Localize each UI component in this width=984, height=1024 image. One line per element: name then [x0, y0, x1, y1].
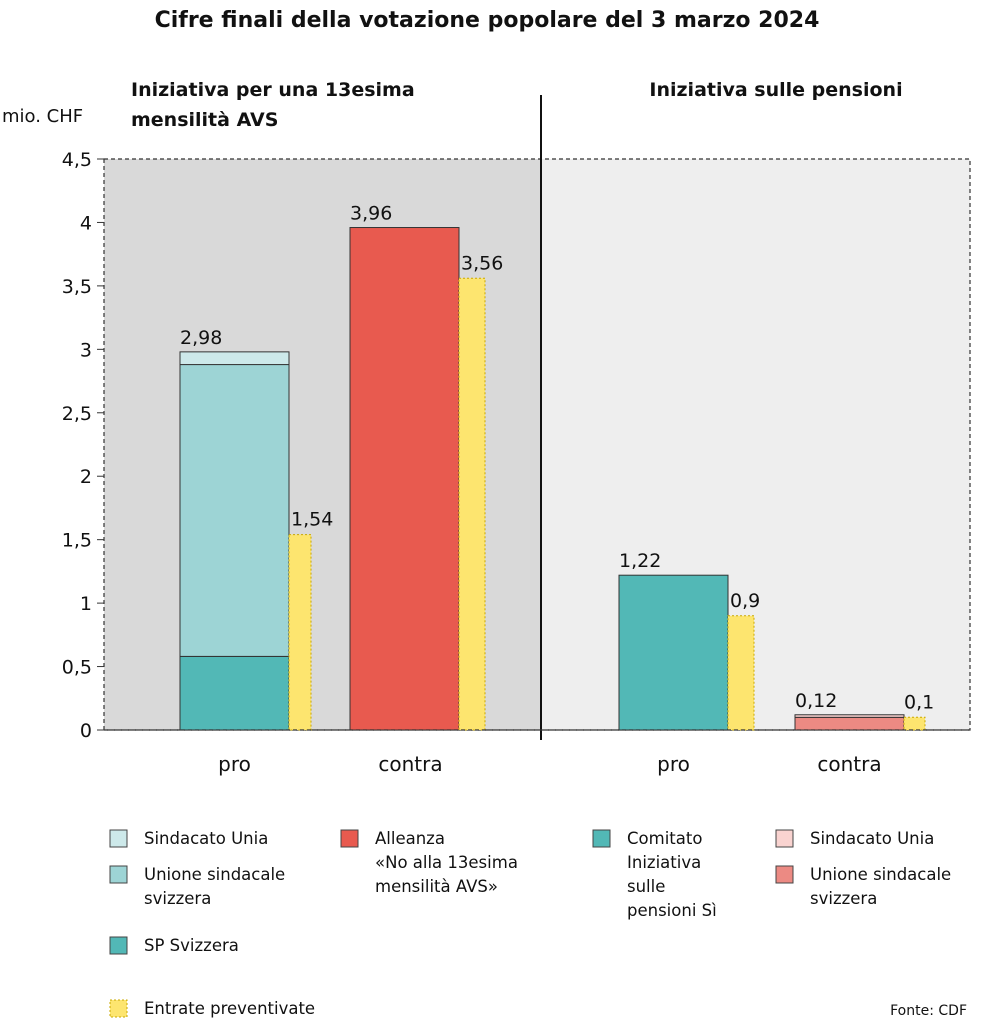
bar-total-label: 3,96 [350, 203, 392, 225]
legend-label: Unione sindacale [144, 865, 285, 884]
budget-bar [288, 534, 312, 731]
bar-segment-unia-left [179, 351, 290, 366]
budget-label: 1,54 [291, 509, 333, 531]
y-tick-label: 1,5 [62, 530, 92, 552]
y-tick-label: 2 [80, 466, 92, 488]
y-tick-label: 4 [80, 212, 92, 234]
y-tick-label: 0,5 [62, 657, 92, 679]
legend-label: Iniziativa [627, 853, 701, 872]
legend-label: svizzera [144, 889, 211, 908]
legend-swatch [340, 829, 359, 848]
legend-label: mensilità AVS» [375, 877, 498, 896]
budget-bar [727, 615, 755, 731]
legend-swatch [109, 936, 128, 955]
y-tick-label: 3 [80, 339, 92, 361]
category-label: pro [218, 752, 251, 776]
chart-title: Cifre finali della votazione popolare de… [155, 8, 820, 33]
bar-segment-uss-right [794, 716, 905, 731]
budget-label: 0,1 [904, 691, 934, 713]
bar-segment-unia-right [794, 714, 905, 718]
panel-title: Iniziativa sulle pensioni [649, 79, 902, 101]
bar-segment-uss-left [179, 364, 290, 657]
legend-label: «No alla 13esima [375, 853, 518, 872]
legend-swatch [592, 829, 611, 848]
budget-bar [458, 277, 486, 731]
bar-segment-sp [179, 655, 290, 731]
category-label: contra [378, 752, 442, 776]
bar-total-label: 2,98 [180, 327, 222, 349]
legend-swatch [775, 865, 794, 884]
y-tick-label: 1 [80, 593, 92, 615]
legend-label: Sindacato Unia [810, 829, 934, 848]
bar-total-label: 1,22 [619, 550, 661, 572]
legend-label: sulle [627, 877, 665, 896]
legend-label: Sindacato Unia [144, 829, 268, 848]
budget-label: 3,56 [461, 252, 503, 274]
legend-label: pensioni Sì [627, 901, 717, 920]
y-tick-label: 3,5 [62, 276, 92, 298]
source-note: Fonte: CDF [890, 1003, 967, 1019]
y-tick-label: 0 [80, 720, 92, 742]
panel-title: mensilità AVS [131, 109, 278, 131]
legend-label: Entrate preventivate [144, 999, 315, 1018]
category-label: contra [817, 752, 881, 776]
bar-total-label: 0,12 [795, 690, 837, 712]
legend-label: svizzera [810, 889, 877, 908]
budget-bar [903, 716, 926, 731]
legend-label: Comitato [627, 829, 702, 848]
bar-segment-alleanza [349, 227, 460, 731]
panel-right-background [541, 159, 970, 730]
bar-segment-comitato [618, 574, 729, 731]
legend-swatch [775, 829, 794, 848]
panel-title: Iniziativa per una 13esima [131, 79, 415, 101]
legend-swatch [109, 865, 128, 884]
plot-frame [103, 158, 971, 731]
budget-label: 0,9 [730, 590, 760, 612]
y-axis-unit: mio. CHF [2, 106, 83, 127]
y-tick-label: 2,5 [62, 403, 92, 425]
legend-label: Unione sindacale [810, 865, 951, 884]
y-tick-label: 4,5 [62, 149, 92, 171]
legend-label: SP Svizzera [144, 936, 239, 955]
legend-swatch [109, 999, 128, 1018]
legend-swatch [109, 829, 128, 848]
legend-label: Alleanza [375, 829, 445, 848]
category-label: pro [657, 752, 690, 776]
